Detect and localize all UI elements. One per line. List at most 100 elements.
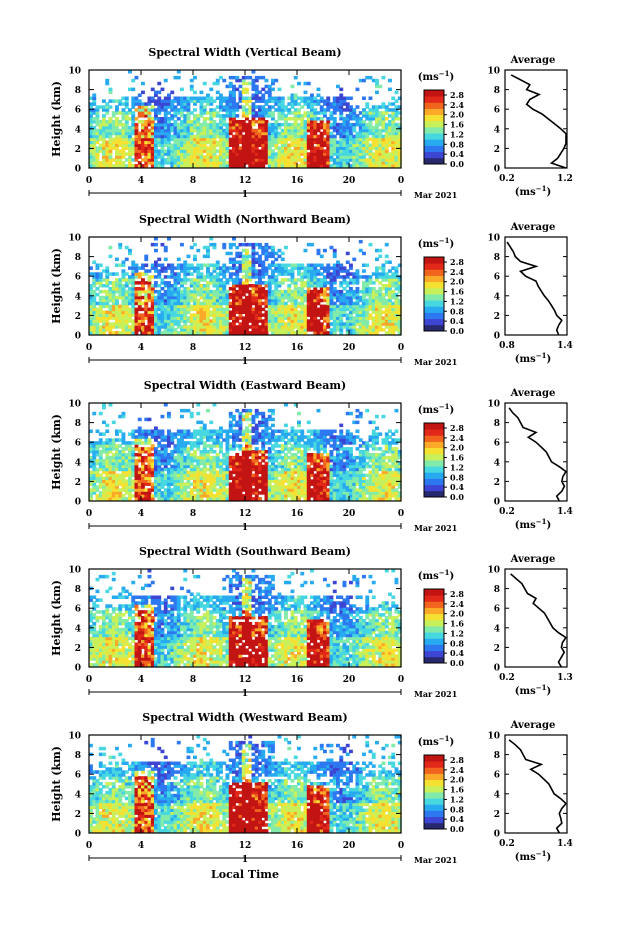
profile-y-tick-label: 4 <box>494 125 500 135</box>
x-tick-label: 16 <box>291 176 304 186</box>
heatmap-cell <box>144 302 148 306</box>
colorbar-tick-label: 1.2 <box>450 296 464 306</box>
heatmap-cell <box>356 88 360 92</box>
heatmap-cell <box>105 424 109 428</box>
heatmap-cell <box>180 88 184 92</box>
heatmap-cell <box>362 269 366 273</box>
heatmap-cell <box>352 126 356 129</box>
heatmap-cell <box>161 430 165 434</box>
heatmap-cell <box>385 243 389 247</box>
heatmap-cell <box>164 258 168 262</box>
heatmap-cell <box>356 105 360 109</box>
colorbar-segment <box>424 121 444 128</box>
heatmap-cell <box>375 79 379 83</box>
x-tick-label: 16 <box>291 343 304 353</box>
heatmap-cell <box>388 261 392 265</box>
heatmap-cell <box>375 258 379 262</box>
heatmap-cell <box>245 91 249 95</box>
colorbar-segment <box>424 133 444 140</box>
heatmap-cell <box>395 91 399 95</box>
profile-y-tick-label: 4 <box>494 292 500 302</box>
day-label: 1 <box>242 357 248 367</box>
heatmap-cell <box>148 418 152 422</box>
heatmap-cell <box>131 88 135 92</box>
heatmap-cell <box>148 278 152 282</box>
y-axis-label: Height (km) <box>50 81 63 157</box>
heatmap-cell <box>187 105 191 109</box>
colorbar-segment <box>424 319 444 326</box>
heatmap-cell <box>297 82 301 86</box>
heatmap-cell <box>105 82 109 86</box>
heatmap-cell <box>102 421 106 425</box>
heatmap-cell <box>161 415 165 419</box>
profile-y-tick-label: 2 <box>494 145 500 155</box>
x-tick-label: 12 <box>239 343 252 353</box>
heatmap-cell <box>391 331 395 335</box>
profile-y-tick-label: 8 <box>494 253 500 263</box>
heatmap-cell <box>304 249 308 253</box>
heatmap-cell <box>378 249 382 253</box>
heatmap-cell <box>362 97 366 101</box>
heatmap-cell <box>161 88 165 92</box>
heatmap-cell <box>369 120 373 124</box>
heatmap-cell <box>304 331 308 335</box>
heatmap-cell <box>265 79 269 83</box>
colorbar-segment <box>424 263 444 270</box>
heatmap-cell <box>125 246 129 250</box>
heatmap-cell <box>346 261 350 265</box>
heatmap-cell <box>154 249 158 253</box>
heatmap-cell <box>349 264 353 268</box>
heatmap-cell <box>375 331 379 335</box>
heatmap-cell <box>167 412 171 416</box>
heatmap-cells <box>89 237 402 335</box>
colorbar-segment <box>424 158 444 165</box>
heatmap-cell <box>385 255 389 259</box>
heatmap-cell <box>144 264 148 268</box>
heatmap-cell <box>144 164 148 168</box>
heatmap-cell <box>310 243 314 247</box>
heatmap-cell <box>190 85 194 89</box>
x-tick-label: 20 <box>343 343 356 353</box>
heatmap-cell <box>118 243 122 247</box>
heatmap-cell <box>284 246 288 250</box>
heatmap-cell <box>362 252 366 256</box>
panel-1: Spectral Width (Vertical Beam)0246810Hei… <box>50 46 573 200</box>
heatmap-cell <box>109 105 113 109</box>
heatmap-cell <box>375 91 379 95</box>
heatmap-cell <box>317 249 321 253</box>
heatmap-cell <box>99 272 103 276</box>
heatmap-cell <box>356 278 360 282</box>
heatmap-cell <box>102 331 106 335</box>
heatmap-cell <box>339 88 343 92</box>
heatmap-cell <box>190 272 194 276</box>
profile-x-tick-label: 1.4 <box>557 341 573 351</box>
month-label: Mar 2021 <box>414 357 457 367</box>
heatmap-cell <box>274 79 278 83</box>
colorbar-segment <box>424 282 444 289</box>
heatmap-cell <box>229 252 233 256</box>
heatmap-cell <box>177 76 181 80</box>
colorbar-tick-label: 0.0 <box>450 159 464 169</box>
heatmap-cell <box>92 97 96 101</box>
x-tick-label: 0 <box>86 176 92 186</box>
heatmap-cell <box>245 249 249 253</box>
y-tick-label: 2 <box>75 312 81 322</box>
colorbar-segment <box>424 288 444 295</box>
x-tick-label: 8 <box>190 176 196 186</box>
heatmap-cell <box>115 105 119 109</box>
month-label: Mar 2021 <box>414 190 457 200</box>
heatmap-cell <box>271 88 275 92</box>
colorbar-tick-label: 1.6 <box>450 287 464 297</box>
heatmap-cell <box>388 88 392 92</box>
colorbar-segment <box>424 276 444 283</box>
heatmap-cell <box>278 88 282 92</box>
heatmap-cell <box>252 264 256 268</box>
panel-title: Spectral Width (Eastward Beam) <box>144 379 346 392</box>
heatmap-cell <box>193 258 197 262</box>
heatmap-cell <box>183 261 187 265</box>
heatmap-cell <box>177 258 181 262</box>
colorbar-segment <box>424 109 444 116</box>
heatmap-cell <box>274 258 278 262</box>
heatmap-cell <box>369 97 373 101</box>
